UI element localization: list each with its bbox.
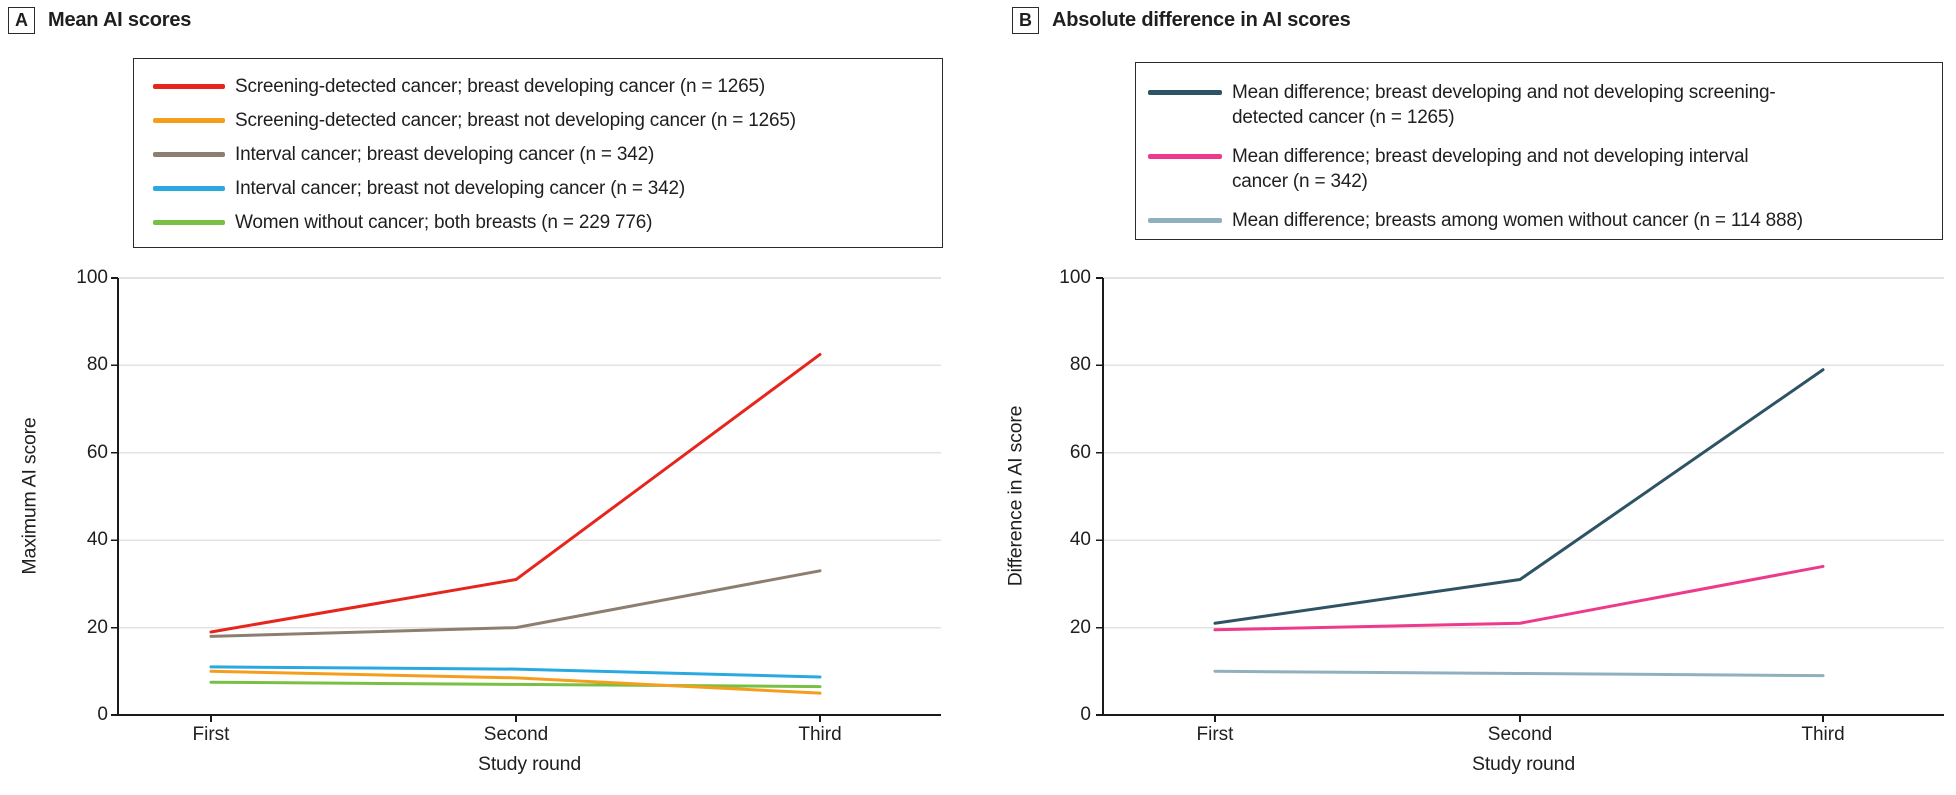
series-line xyxy=(209,680,822,689)
legend-item: Interval cancer; breast developing cance… xyxy=(153,142,942,176)
x-tick-label: Third xyxy=(1801,724,1845,745)
panel-b-title: Absolute difference in AI scores xyxy=(1052,9,1351,31)
legend-label-line: Women without cancer; both breasts (n = … xyxy=(235,212,653,233)
legend-label: Interval cancer; breast not developing c… xyxy=(235,176,685,201)
y-tick-label: 0 xyxy=(1080,704,1091,725)
legend-label: Mean difference; breasts among women wit… xyxy=(1232,208,1803,233)
y-tick-label: 80 xyxy=(86,354,108,376)
x-tick-label: Second xyxy=(483,724,549,745)
legend-label-line: detected cancer (n = 1265) xyxy=(1232,107,1455,128)
legend-label: Screening-detected cancer; breast not de… xyxy=(235,108,796,133)
y-tick-label: 40 xyxy=(86,529,108,551)
panel-b-legend: Mean difference; breast developing and n… xyxy=(1135,62,1943,240)
legend-label: Mean difference; breast developing and n… xyxy=(1232,144,1749,194)
legend-label-line: Mean difference; breast developing and n… xyxy=(1232,82,1776,103)
legend-label: Women without cancer; both breasts (n = … xyxy=(235,210,652,235)
panel-a-label-box: A xyxy=(8,7,35,34)
series-line xyxy=(1213,669,1825,678)
legend-line-swatch xyxy=(153,118,225,123)
x-axis-label-a: Study round xyxy=(478,753,581,775)
x-tick-label: First xyxy=(192,724,230,745)
y-axis-label-a: Maximum AI score xyxy=(18,417,41,575)
y-tick-label: 100 xyxy=(1059,267,1091,288)
legend-label: Screening-detected cancer; breast develo… xyxy=(235,74,765,99)
series-line xyxy=(1213,368,1825,625)
legend-item: Mean difference; breast developing and n… xyxy=(1148,144,1942,194)
y-axis-label-b: Difference in AI score xyxy=(1004,405,1027,587)
panel-b-label-box: B xyxy=(1012,7,1039,34)
y-tick-label: 20 xyxy=(1069,616,1091,638)
legend-line-swatch xyxy=(153,84,225,89)
series-line xyxy=(209,665,822,679)
legend-item: Mean difference; breast developing and n… xyxy=(1148,80,1942,130)
legend-label-line: Mean difference; breast developing and n… xyxy=(1232,146,1749,167)
legend-label-line: Interval cancer; breast not developing c… xyxy=(235,178,686,199)
legend-item: Mean difference; breasts among women wit… xyxy=(1148,208,1942,233)
x-tick-label: First xyxy=(1196,724,1234,745)
legend-label-line: Screening-detected cancer; breast develo… xyxy=(235,76,765,97)
legend-line-swatch xyxy=(1148,90,1222,95)
legend-label: Mean difference; breast developing and n… xyxy=(1232,80,1776,130)
legend-line-swatch xyxy=(153,220,225,225)
x-axis-label-b: Study round xyxy=(1472,753,1575,775)
legend-line-swatch xyxy=(1148,154,1222,159)
y-tick-label: 100 xyxy=(76,267,108,288)
legend-item: Screening-detected cancer; breast develo… xyxy=(153,74,942,108)
legend-label-line: cancer (n = 342) xyxy=(1232,171,1368,192)
x-tick-label: Third xyxy=(798,724,842,745)
legend-line-swatch xyxy=(153,152,225,157)
legend-line-swatch xyxy=(153,186,225,191)
legend-item: Women without cancer; both breasts (n = … xyxy=(153,210,942,244)
y-tick-label: 20 xyxy=(86,616,108,638)
legend-label-line: Mean difference; breasts among women wit… xyxy=(1232,210,1803,231)
legend-item: Screening-detected cancer; breast not de… xyxy=(153,108,942,142)
legend-label: Interval cancer; breast developing cance… xyxy=(235,142,654,167)
y-tick-label: 40 xyxy=(1069,529,1091,551)
y-tick-label: 60 xyxy=(1069,441,1091,463)
y-tick-label: 0 xyxy=(97,704,108,725)
y-tick-label: 60 xyxy=(86,441,108,463)
legend-item: Interval cancer; breast not developing c… xyxy=(153,176,942,210)
x-tick-label: Second xyxy=(1487,724,1553,745)
legend-line-swatch xyxy=(1148,218,1222,223)
legend-label-line: Screening-detected cancer; breast not de… xyxy=(235,110,796,131)
series-line xyxy=(209,569,822,638)
series-line xyxy=(209,352,822,634)
series-line xyxy=(1213,564,1825,632)
panel-a-title: Mean AI scores xyxy=(48,9,192,31)
legend-label-line: Interval cancer; breast developing cance… xyxy=(235,144,655,165)
series-line xyxy=(209,669,822,695)
y-tick-label: 80 xyxy=(1069,354,1091,376)
panel-a-legend: Screening-detected cancer; breast develo… xyxy=(133,58,943,248)
